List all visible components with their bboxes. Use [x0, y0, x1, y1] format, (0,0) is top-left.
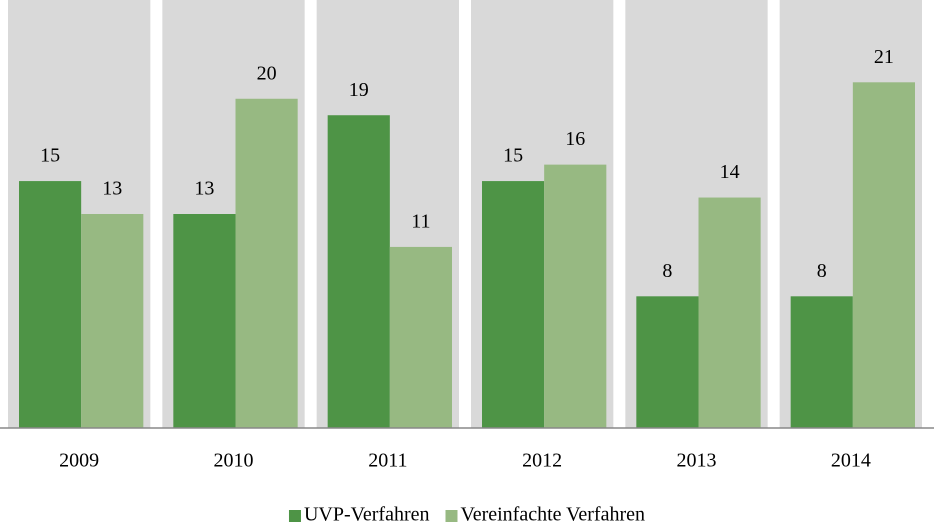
bar — [81, 214, 144, 428]
bar — [327, 115, 390, 428]
data-label: 14 — [720, 161, 740, 183]
data-label: 13 — [102, 178, 122, 200]
bar — [235, 98, 298, 429]
data-label: 16 — [565, 128, 585, 150]
data-label: 15 — [503, 145, 523, 167]
legend-label: Vereinfachte Verfahren — [460, 504, 645, 524]
x-tick-label: 2011 — [368, 450, 407, 472]
data-label: 8 — [662, 260, 672, 282]
data-label: 21 — [874, 46, 894, 68]
x-tick-label: 2012 — [522, 450, 562, 472]
bar — [790, 296, 853, 428]
data-label: 11 — [411, 211, 430, 233]
legend-label: UVP-Verfahren — [304, 504, 430, 524]
bar — [698, 197, 761, 428]
data-label: 13 — [194, 178, 214, 200]
bar — [544, 164, 607, 428]
bar — [636, 296, 699, 428]
legend-swatch — [445, 510, 458, 522]
data-label: 15 — [40, 145, 60, 167]
x-tick-label: 2010 — [214, 450, 254, 472]
bar — [19, 181, 82, 428]
bar — [482, 181, 545, 428]
bar — [173, 214, 236, 428]
x-tick-label: 2009 — [59, 450, 99, 472]
x-tick-label: 2013 — [677, 450, 717, 472]
legend-swatch — [288, 510, 301, 522]
bar — [852, 82, 915, 429]
data-label: 20 — [257, 62, 277, 84]
data-label: 8 — [817, 260, 827, 282]
bar — [389, 246, 452, 428]
x-tick-label: 2014 — [831, 450, 871, 472]
data-label: 19 — [349, 79, 369, 101]
